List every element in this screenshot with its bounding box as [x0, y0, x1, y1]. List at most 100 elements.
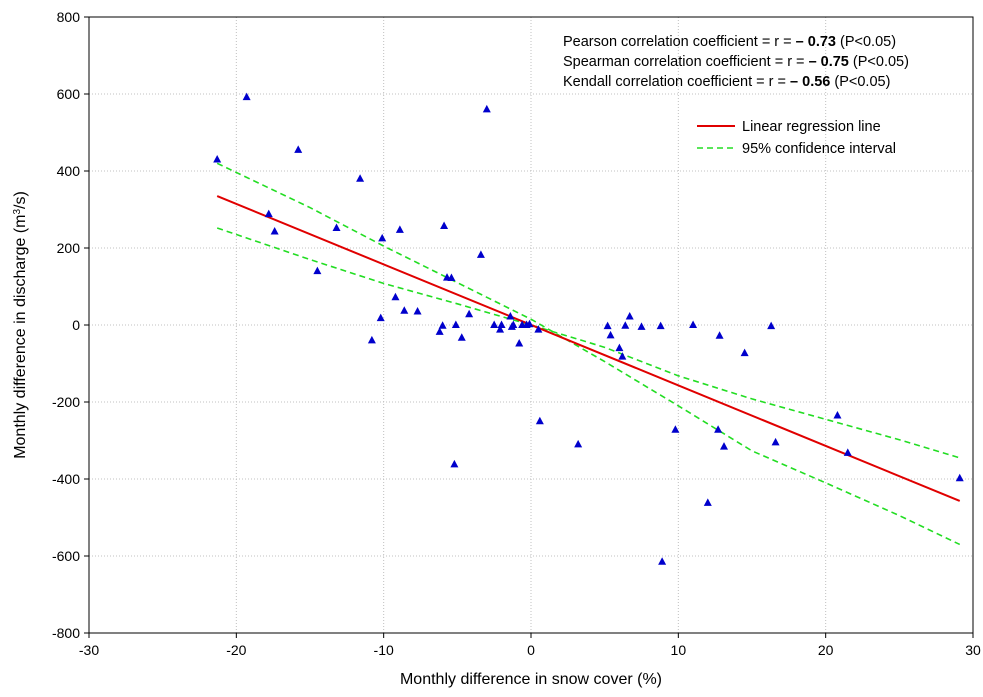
- data-point: [618, 352, 627, 360]
- regression-line-layer: [216, 195, 961, 502]
- data-point: [476, 250, 485, 258]
- data-point: [435, 327, 444, 335]
- data-point: [658, 557, 667, 565]
- x-axis-tick-labels: -30 -20 -10 0 10 20 30: [79, 642, 981, 658]
- data-point: [525, 319, 534, 328]
- data-point: [482, 104, 491, 113]
- x-tick-label: 30: [965, 642, 981, 658]
- y-tick-label: -600: [52, 548, 80, 564]
- data-point: [720, 442, 729, 450]
- data-point: [356, 174, 365, 182]
- legend: Linear regression line 95% confidence in…: [697, 119, 896, 157]
- legend-label-regression: Linear regression line: [742, 119, 881, 135]
- data-point: [497, 320, 506, 328]
- data-point: [270, 226, 279, 235]
- data-point: [534, 325, 543, 333]
- y-tick-label: -200: [52, 394, 80, 410]
- y-axis-title-main: Monthly difference in discharge (m: [12, 215, 29, 459]
- data-point: [496, 325, 505, 333]
- data-point: [689, 320, 698, 328]
- y-axis-tick-labels: -800 -600 -400 -200 0 200 400 600 800: [52, 9, 80, 641]
- confidence-upper-line: [216, 162, 961, 546]
- x-axis-title: Monthly difference in snow cover (%): [400, 671, 662, 688]
- annotation-spearman-suffix: (P<0.05): [849, 54, 909, 70]
- data-point: [490, 320, 499, 328]
- data-point: [637, 322, 646, 330]
- grid-lines: [89, 17, 973, 633]
- data-point: [671, 425, 680, 433]
- annotation-kendall: Kendall correlation coefficient = r = – …: [563, 74, 890, 90]
- data-point: [506, 312, 515, 320]
- data-point: [843, 448, 852, 456]
- data-point: [833, 410, 842, 419]
- data-point: [771, 437, 780, 446]
- data-point: [438, 321, 447, 329]
- data-point: [606, 330, 615, 339]
- data-point: [450, 459, 459, 468]
- x-tick-label: 10: [671, 642, 687, 658]
- y-tick-label: 400: [57, 163, 81, 179]
- data-point: [376, 313, 385, 322]
- data-point: [213, 154, 222, 163]
- axis-ticks: [84, 16, 974, 638]
- data-point: [714, 425, 723, 433]
- annotation-spearman-value: – 0.75: [809, 54, 849, 70]
- data-point: [621, 321, 630, 329]
- data-point: [535, 416, 544, 425]
- confidence-lower-line: [216, 227, 960, 459]
- x-tick-label: -20: [226, 642, 246, 658]
- y-axis-title-superscript: 3: [12, 209, 23, 215]
- x-tick-label: -10: [374, 642, 394, 658]
- data-point: [264, 209, 273, 218]
- y-tick-label: 200: [57, 240, 81, 256]
- y-tick-label: 600: [57, 86, 81, 102]
- annotation-pearson-value: – 0.73: [796, 34, 836, 50]
- annotation-kendall-prefix: Kendall correlation coefficient = r =: [563, 74, 790, 90]
- data-point: [625, 312, 634, 320]
- data-point: [242, 92, 251, 101]
- data-point: [703, 498, 712, 506]
- annotation-spearman-prefix: Spearman correlation coefficient = r =: [563, 54, 809, 70]
- data-point: [395, 225, 404, 233]
- data-point: [715, 331, 724, 339]
- annotation-spearman: Spearman correlation coefficient = r = –…: [563, 54, 909, 70]
- y-tick-label: 0: [72, 317, 80, 333]
- legend-label-confidence: 95% confidence interval: [742, 141, 896, 157]
- annotation-pearson-prefix: Pearson correlation coefficient = r =: [563, 34, 796, 50]
- y-tick-label: -400: [52, 471, 80, 487]
- data-point: [440, 221, 449, 230]
- x-tick-label: -30: [79, 642, 99, 658]
- data-point: [367, 335, 376, 344]
- annotation-pearson: Pearson correlation coefficient = r = – …: [563, 34, 896, 50]
- x-tick-label: 0: [527, 642, 535, 658]
- confidence-interval-lines: [216, 162, 961, 546]
- data-point: [955, 473, 964, 482]
- annotation-kendall-value: – 0.56: [790, 74, 830, 90]
- data-point: [603, 321, 612, 330]
- data-point: [313, 266, 322, 275]
- data-point: [332, 223, 341, 231]
- y-axis-title: Monthly difference in discharge (m3/s): [12, 191, 30, 459]
- data-point: [656, 321, 665, 330]
- data-point: [574, 439, 583, 448]
- data-point: [294, 145, 303, 153]
- annotation-kendall-suffix: (P<0.05): [830, 74, 890, 90]
- data-point: [615, 343, 624, 352]
- data-point: [509, 320, 518, 328]
- data-point: [391, 292, 400, 301]
- data-point: [465, 309, 474, 318]
- data-points: [213, 92, 964, 565]
- x-tick-label: 20: [818, 642, 834, 658]
- data-point: [515, 338, 524, 347]
- data-point: [447, 273, 456, 282]
- data-point: [400, 306, 409, 314]
- y-axis-title-unit: /s): [12, 191, 29, 209]
- y-tick-label: -800: [52, 625, 80, 641]
- data-point: [457, 333, 466, 341]
- annotation-pearson-suffix: (P<0.05): [836, 34, 896, 50]
- data-point: [451, 320, 460, 328]
- data-point: [413, 307, 422, 315]
- correlation-annotations: Pearson correlation coefficient = r = – …: [563, 34, 909, 90]
- data-point: [740, 348, 749, 357]
